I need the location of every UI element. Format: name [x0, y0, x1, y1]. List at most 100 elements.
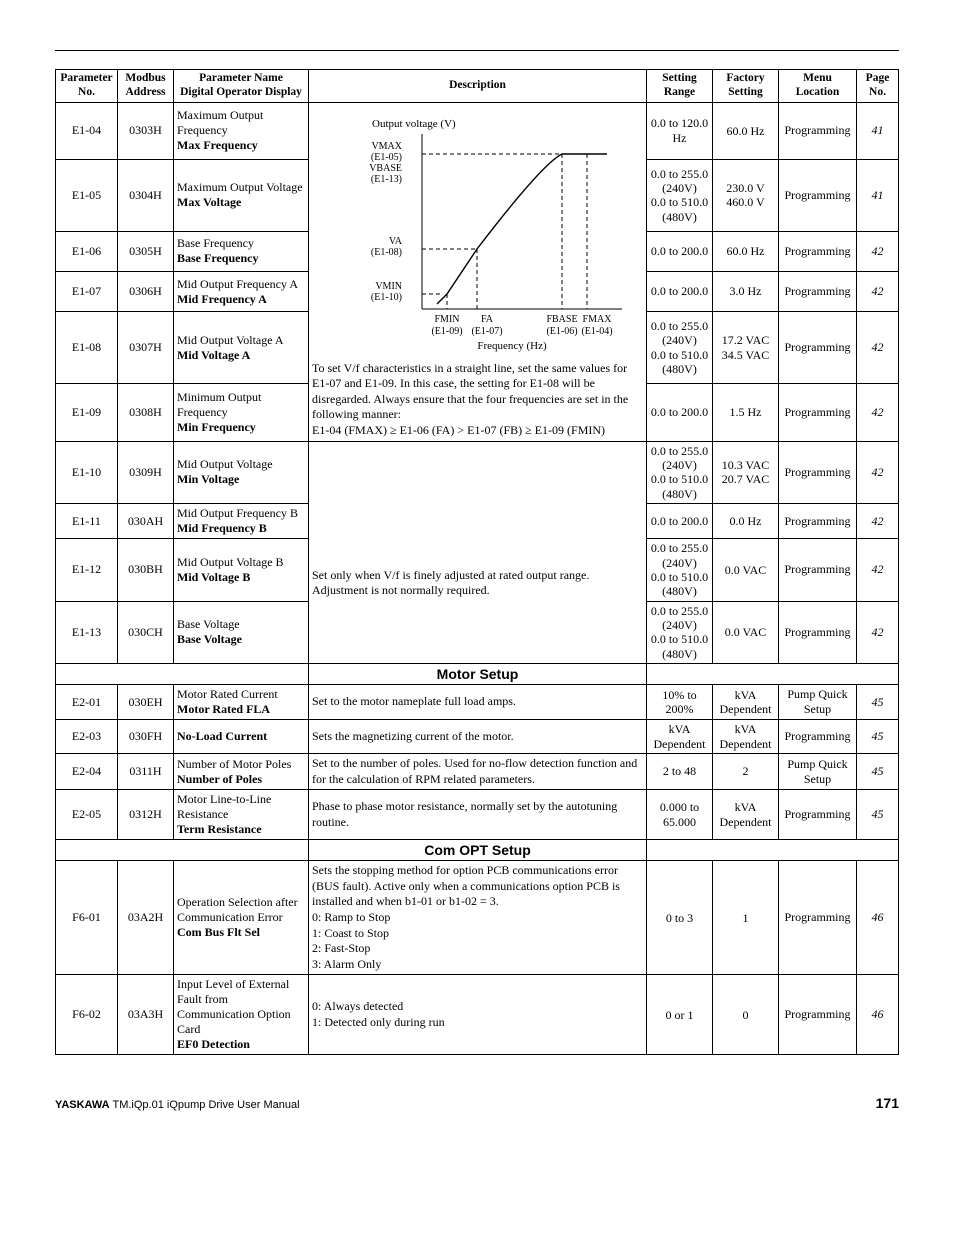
svg-text:(E1-06): (E1-06)	[546, 326, 577, 337]
name-bold: Mid Frequency B	[177, 521, 267, 535]
cell-factory: 10.3 VAC20.7 VAC	[713, 441, 779, 504]
cell-range: 0.0 to 200.0	[647, 231, 713, 271]
name-line1: Maximum Output Voltage	[177, 180, 303, 194]
name-line1: Minimum Output Frequency	[177, 390, 261, 419]
cell-modbus: 0304H	[118, 160, 174, 232]
cell-paramno: E1-12	[56, 539, 118, 602]
cell-name: No-Load Current	[174, 720, 309, 754]
page-footer: YASKAWA TM.iQp.01 iQpump Drive User Manu…	[55, 1095, 899, 1111]
h-factory: Factory Setting	[713, 70, 779, 103]
cell-page: 41	[857, 160, 899, 232]
cell-range: 0 or 1	[647, 975, 713, 1055]
cell-desc: Sets the stopping method for option PCB …	[309, 861, 647, 975]
name-bold: Term Resistance	[177, 822, 262, 836]
cell-menu: Pump Quick Setup	[779, 754, 857, 790]
h-page: Page No.	[857, 70, 899, 103]
row-e104: E1-04 0303H Maximum Output Frequency Max…	[56, 102, 899, 159]
cell-menu: Programming	[779, 102, 857, 159]
cell-modbus: 030EH	[118, 685, 174, 720]
cell-paramno: E1-09	[56, 384, 118, 441]
cell-desc: Set to the number of poles. Used for no-…	[309, 754, 647, 790]
h-menu: Menu Location	[779, 70, 857, 103]
name-line1: Maximum Output Frequency	[177, 108, 263, 137]
cell-menu: Programming	[779, 601, 857, 664]
cell-paramno: F6-02	[56, 975, 118, 1055]
h-range: Setting Range	[647, 70, 713, 103]
svg-text:VA: VA	[389, 236, 403, 247]
name-line1: Mid Output Voltage A	[177, 333, 284, 347]
footer-doc: TM.iQp.01 iQpump Drive User Manual	[112, 1099, 299, 1111]
cell-page: 45	[857, 720, 899, 754]
cell-factory: 0.0 Hz	[713, 504, 779, 539]
cell-menu: Programming	[779, 231, 857, 271]
vf-figure-cell: Output voltage (V) VMAX (E1-05) VBASE (E…	[309, 102, 647, 441]
cell-factory: 60.0 Hz	[713, 231, 779, 271]
svg-text:(E1-07): (E1-07)	[471, 326, 502, 337]
cell-menu: Programming	[779, 441, 857, 504]
name-bold: Max Voltage	[177, 195, 241, 209]
cell-modbus: 0312H	[118, 790, 174, 840]
cell-page: 41	[857, 102, 899, 159]
cell-name: Base Frequency Base Frequency	[174, 231, 309, 271]
name-line1: Input Level of External Fault from Commu…	[177, 977, 291, 1036]
cell-range: 0.0 to 200.0	[647, 504, 713, 539]
cell-page: 42	[857, 539, 899, 602]
cell-modbus: 030BH	[118, 539, 174, 602]
vf-note: To set V/f characteristics in a straight…	[312, 361, 643, 439]
cell-paramno: E2-05	[56, 790, 118, 840]
cell-factory: 0.0 VAC	[713, 539, 779, 602]
row-e205: E2-05 0312H Motor Line-to-Line Resistanc…	[56, 790, 899, 840]
name-bold: Min Frequency	[177, 420, 256, 434]
svg-text:(E1-10): (E1-10)	[371, 292, 402, 303]
cell-menu: Programming	[779, 160, 857, 232]
cell-menu: Programming	[779, 790, 857, 840]
cell-paramno: E2-03	[56, 720, 118, 754]
section-comopt: Com OPT Setup	[56, 840, 899, 861]
section-title-motor: Motor Setup	[309, 664, 647, 685]
footer-page-number: 171	[876, 1095, 899, 1111]
name-line1: Motor Line-to-Line Resistance	[177, 792, 271, 821]
cell-range: 0.0 to 255.0 (240V)0.0 to 510.0 (480V)	[647, 601, 713, 664]
name-bold: Motor Rated FLA	[177, 702, 270, 716]
cell-range: 0.0 to 255.0 (240V)0.0 to 510.0 (480V)	[647, 539, 713, 602]
cell-name: Number of Motor Poles Number of Poles	[174, 754, 309, 790]
cell-paramno: E1-05	[56, 160, 118, 232]
svg-text:FMIN: FMIN	[434, 314, 459, 325]
cell-range: 0.0 to 255.0 (240V)0.0 to 510.0 (480V)	[647, 441, 713, 504]
name-line1: Base Voltage	[177, 617, 240, 631]
svg-text:Frequency (Hz): Frequency (Hz)	[477, 340, 547, 352]
cell-desc: Phase to phase motor resistance, normall…	[309, 790, 647, 840]
cell-factory: kVA Dependent	[713, 685, 779, 720]
cell-menu: Programming	[779, 861, 857, 975]
cell-name: Base Voltage Base Voltage	[174, 601, 309, 664]
cell-factory: 1.5 Hz	[713, 384, 779, 441]
svg-text:VMIN: VMIN	[375, 281, 402, 292]
cell-desc: Set to the motor nameplate full load amp…	[309, 685, 647, 720]
cell-page: 42	[857, 231, 899, 271]
cell-modbus: 03A3H	[118, 975, 174, 1055]
name-line1: Mid Output Frequency B	[177, 506, 298, 520]
svg-text:VBASE: VBASE	[369, 163, 402, 174]
svg-text:(E1-09): (E1-09)	[431, 326, 462, 337]
cell-menu: Programming	[779, 975, 857, 1055]
name-bold: Com Bus Flt Sel	[177, 925, 260, 939]
footer-left: YASKAWA TM.iQp.01 iQpump Drive User Manu…	[55, 1099, 300, 1111]
name-bold: Mid Frequency A	[177, 292, 267, 306]
cell-factory: 230.0 V460.0 V	[713, 160, 779, 232]
cell-range: 0.000 to 65.000	[647, 790, 713, 840]
cell-name: Maximum Output Voltage Max Voltage	[174, 160, 309, 232]
cell-range: 0.0 to 200.0	[647, 384, 713, 441]
row-e201: E2-01 030EH Motor Rated Current Motor Ra…	[56, 685, 899, 720]
row-e204: E2-04 0311H Number of Motor Poles Number…	[56, 754, 899, 790]
cell-menu: Programming	[779, 312, 857, 384]
row-e110: E1-10 0309H Mid Output Voltage Min Volta…	[56, 441, 899, 504]
cell-page: 42	[857, 441, 899, 504]
cell-name: Mid Output Frequency B Mid Frequency B	[174, 504, 309, 539]
cell-range: 0 to 3	[647, 861, 713, 975]
svg-text:(E1-13): (E1-13)	[371, 174, 402, 185]
cell-paramno: E1-13	[56, 601, 118, 664]
cell-page: 42	[857, 272, 899, 312]
cell-page: 42	[857, 601, 899, 664]
row-e203: E2-03 030FH No-Load Current Sets the mag…	[56, 720, 899, 754]
cell-range: 0.0 to 255.0 (240V)0.0 to 510.0 (480V)	[647, 160, 713, 232]
